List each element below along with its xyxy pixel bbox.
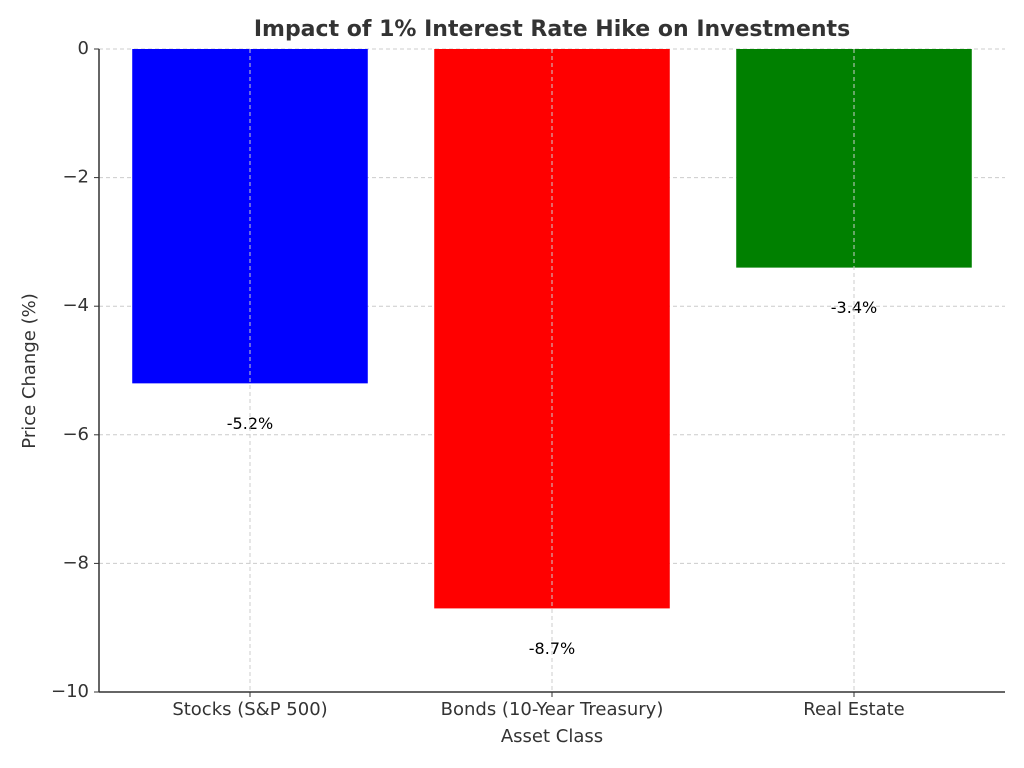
y-tick-label: −10 bbox=[51, 681, 89, 702]
x-tick-label: Bonds (10-Year Treasury) bbox=[441, 699, 664, 720]
chart-title: Impact of 1% Interest Rate Hike on Inves… bbox=[254, 17, 850, 42]
x-tick-label: Stocks (S&P 500) bbox=[172, 699, 327, 720]
y-tick-label: 0 bbox=[78, 38, 89, 59]
bar bbox=[434, 49, 670, 609]
y-tick-label: −2 bbox=[62, 167, 89, 188]
value-label: -8.7% bbox=[529, 639, 575, 658]
y-tick-label: −8 bbox=[62, 552, 89, 573]
y-tick-label: −4 bbox=[62, 295, 89, 316]
x-axis-label: Asset Class bbox=[501, 726, 603, 747]
x-tick-label: Real Estate bbox=[803, 699, 905, 720]
y-tick-label: −6 bbox=[62, 424, 89, 445]
bar bbox=[132, 49, 368, 384]
y-axis-label: Price Change (%) bbox=[19, 293, 40, 448]
value-label: -3.4% bbox=[831, 298, 877, 317]
